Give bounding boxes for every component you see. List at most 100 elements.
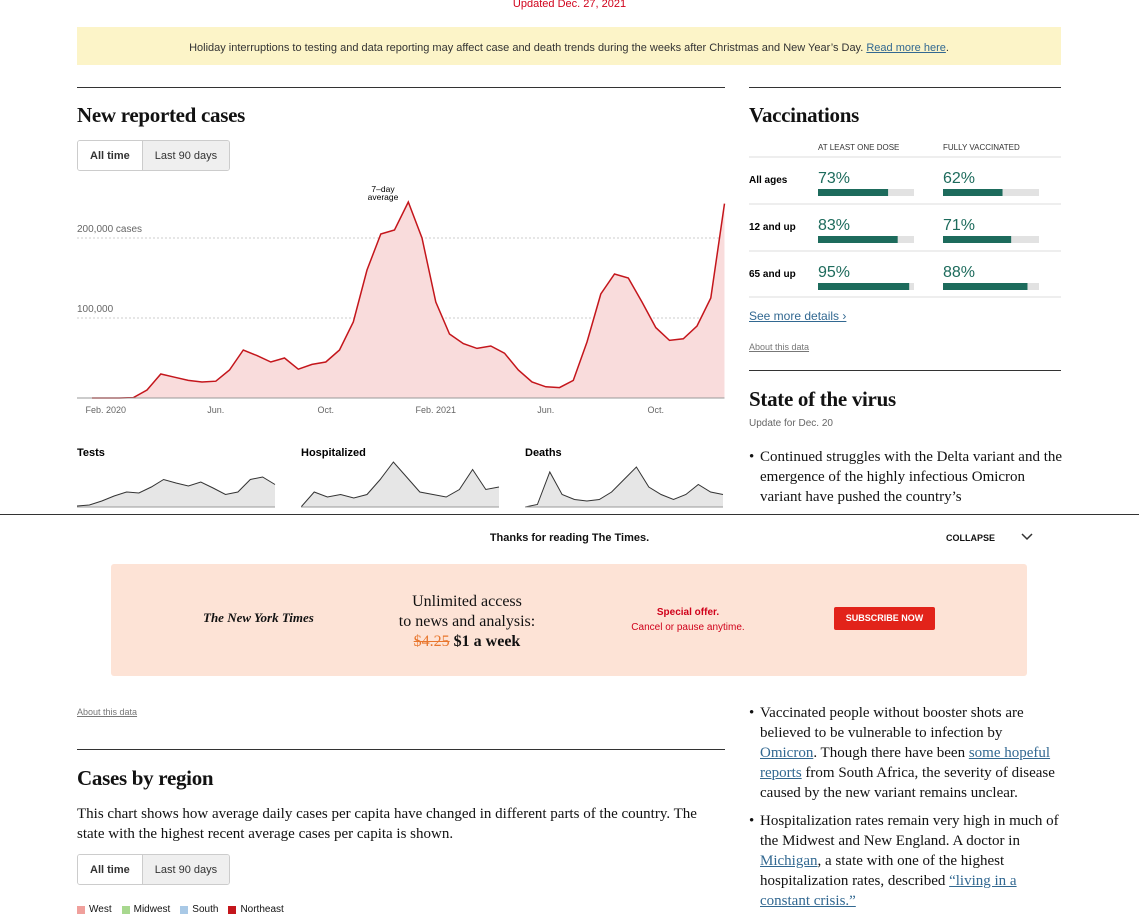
text: , a state with one of the highest hospit…	[760, 853, 1005, 889]
bar	[943, 189, 1003, 196]
link[interactable]: some hopeful reports	[760, 745, 1051, 781]
region-title: Cases by region	[77, 766, 214, 790]
button[interactable]: Last 90 days	[141, 855, 230, 884]
logo: The New York Times	[203, 610, 314, 625]
legend-item: Midwest	[121, 904, 170, 915]
legend-item: West	[77, 904, 112, 915]
annotation: average	[368, 192, 399, 202]
legend-label: Northeast	[240, 904, 284, 915]
value-label: 71%	[943, 217, 975, 234]
legend-item: South	[180, 904, 218, 915]
sparkline: Deaths	[525, 447, 724, 508]
collapse[interactable]: COLLAPSE	[946, 533, 996, 543]
text: . Though there have been	[813, 745, 969, 761]
headline-line: Unlimited access	[412, 593, 522, 610]
bar	[818, 189, 889, 196]
sparkline: Tests	[77, 447, 276, 508]
bullets: Vaccinated people without booster shots …	[749, 703, 1063, 919]
headline-line: to news and analysis:	[398, 613, 536, 630]
more-link[interactable]: See more details ›	[749, 309, 847, 323]
about-link[interactable]: About this data	[77, 707, 138, 717]
x-tick-label: Oct.	[317, 405, 334, 415]
line	[77, 476, 276, 507]
value-label: 62%	[943, 170, 975, 187]
vax-table: AT LEAST ONE DOSE FULLY VACCINATED All age…	[749, 140, 1061, 298]
legend-item: Northeast	[228, 904, 284, 915]
button[interactable]: Last 90 days	[141, 141, 230, 170]
old-price: $4.25	[413, 633, 450, 650]
cases-chart: 100,000 200,000 cases Feb. 2020 Jun. Oct. Feb…	[77, 184, 726, 415]
button[interactable]: All time	[78, 141, 142, 170]
column-header: AT LEAST ONE DOSE	[818, 143, 899, 152]
legend-label: West	[89, 904, 112, 915]
y-tick-label: 100,000	[77, 304, 114, 315]
row-label: All ages	[749, 175, 788, 186]
legend: West Midwest South Northeast	[77, 904, 284, 915]
rule	[749, 370, 1061, 371]
button[interactable]: All time	[78, 855, 142, 884]
line	[525, 466, 724, 508]
about-link[interactable]: About this data	[749, 342, 810, 352]
region-description: This chart shows how average daily cases…	[77, 806, 697, 842]
chevron[interactable]	[1020, 532, 1034, 542]
value-label: 73%	[818, 170, 850, 187]
notice-text: Holiday interruptions to testing and dat…	[189, 42, 867, 54]
headline: Unlimited access to news and analysis: $4.…	[371, 592, 563, 652]
updated: Updated Dec. 27, 2021	[512, 0, 627, 10]
notice: Holiday interruptions to testing and dat…	[77, 27, 1061, 65]
cases-title: New reported cases	[77, 103, 245, 127]
value-label: 88%	[943, 264, 975, 281]
line	[301, 461, 500, 508]
legend-swatch	[180, 905, 189, 914]
x-tick-label: Feb. 2021	[415, 405, 456, 415]
x-tick-label: Feb. 2020	[85, 405, 126, 415]
vax-title: Vaccinations	[749, 103, 859, 127]
bar	[943, 283, 1028, 290]
annotation: 7–day	[371, 184, 395, 194]
cases-toggle[interactable]: All time Last 90 days	[77, 140, 231, 171]
legend-swatch	[121, 905, 130, 914]
line	[92, 200, 726, 399]
notice-link[interactable]: Read more here	[866, 42, 946, 54]
value-label: 95%	[818, 264, 850, 281]
virus-title: State of the virus	[749, 387, 896, 411]
legend-swatch	[77, 905, 85, 914]
link[interactable]: Omicron	[760, 745, 814, 761]
legend-label: South	[192, 904, 219, 915]
column-header: FULLY VACCINATED	[943, 143, 1020, 152]
rule	[749, 87, 1061, 88]
bullet: Vaccinated people without booster shots …	[749, 703, 1063, 803]
price: $1 a week	[453, 633, 521, 650]
area	[525, 467, 723, 507]
vax-svg: AT LEAST ONE DOSE FULLY VACCINATED All age…	[749, 143, 1061, 298]
sparkline-title: Deaths	[525, 447, 562, 459]
subscribe-button[interactable]: SUBSCRIBE NOW	[834, 607, 935, 630]
sparkline-title: Hospitalized	[301, 447, 366, 459]
value-label: 83%	[818, 217, 850, 234]
bullet-clip: Continued struggles with the Delta varia…	[749, 447, 1063, 513]
area	[77, 477, 275, 507]
bar	[818, 236, 898, 243]
x-tick-label: Jun.	[537, 405, 554, 415]
x-tick-label: Oct.	[647, 405, 664, 415]
x-tick-label: Jun.	[207, 405, 224, 415]
legend-swatch	[228, 905, 237, 914]
row-label: 12 and up	[749, 222, 796, 233]
bullet: Continued struggles with the Delta varia…	[749, 447, 1063, 507]
link[interactable]: “living in a constant crisis.”	[760, 873, 1017, 909]
rule	[77, 87, 725, 88]
thanks: Thanks for reading The Times.	[489, 532, 650, 544]
virus-updated: Update for Dec. 20	[749, 418, 833, 429]
notice-end: .	[945, 42, 949, 54]
area	[92, 202, 725, 398]
text: Vaccinated people without booster shots …	[760, 705, 1024, 741]
bar	[818, 283, 910, 290]
link[interactable]: Michigan	[760, 853, 818, 869]
row-label: 65 and up	[749, 269, 796, 280]
region-toggle[interactable]: All time Last 90 days	[77, 854, 231, 885]
bar	[943, 236, 1012, 243]
offer-box: The New York Times Unlimited access to ne…	[111, 564, 1027, 676]
y-tick-label: 200,000 cases	[77, 224, 142, 235]
paywall: Thanks for reading The Times. COLLAPSE T…	[0, 514, 1139, 691]
